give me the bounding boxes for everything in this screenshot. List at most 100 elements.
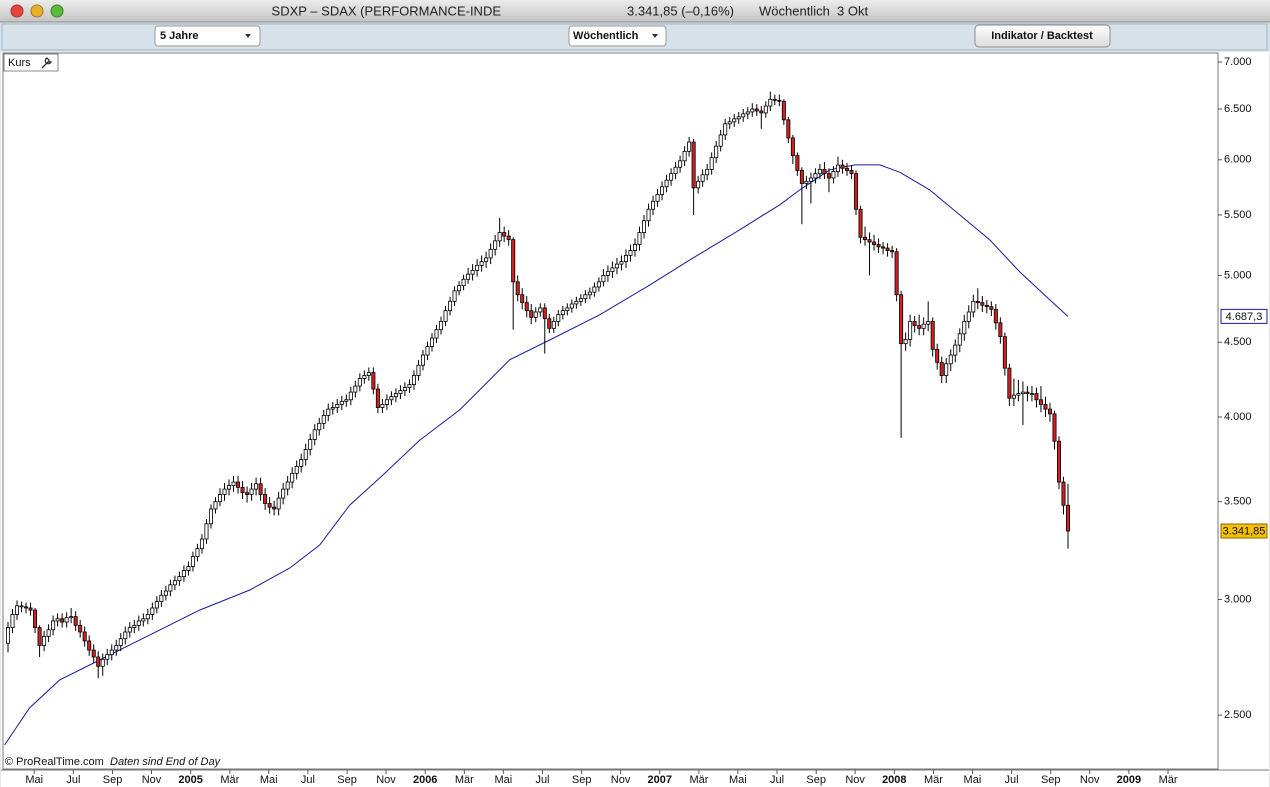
x-tick-label: Mai: [729, 774, 747, 786]
price-marker: [1220, 308, 1268, 324]
candle-body: [736, 116, 741, 120]
candle-body: [204, 523, 209, 540]
candle-body: [177, 576, 182, 582]
candle-body: [844, 167, 849, 171]
candle-body: [199, 538, 204, 550]
candle-body: [619, 261, 624, 265]
candle-body: [330, 407, 335, 410]
candle-body: [285, 481, 290, 490]
candle-body: [411, 375, 416, 385]
candle-body: [231, 481, 236, 486]
x-tick-label: Nov: [611, 774, 631, 786]
candle-body: [533, 311, 538, 318]
candle-body: [763, 105, 768, 114]
candle-body: [971, 300, 976, 313]
x-tick-label: Mär: [689, 774, 708, 786]
candle-body: [398, 390, 403, 395]
candle-body: [181, 570, 186, 578]
price-marker: [1220, 523, 1268, 539]
candle-body: [276, 497, 281, 510]
candle-body: [339, 400, 344, 405]
candle-body: [592, 286, 597, 293]
candle-body: [10, 614, 15, 628]
candle-body: [452, 290, 457, 302]
indicator-button-label: Indikator / Backtest: [991, 30, 1093, 42]
candle-body: [312, 429, 317, 440]
candle-body: [745, 111, 750, 115]
y-tick-label: 3.000: [1224, 593, 1252, 605]
interval-dropdown[interactable]: [568, 25, 667, 47]
candle-body: [628, 250, 633, 256]
candle-body: [28, 607, 33, 611]
candle-body: [258, 483, 263, 495]
candle-body: [538, 307, 543, 313]
candle-body: [687, 141, 692, 152]
candle-body: [700, 174, 705, 182]
candle-body: [213, 501, 218, 510]
close-button[interactable]: [10, 4, 24, 18]
candle-body: [560, 310, 565, 316]
candle-body: [984, 304, 989, 308]
y-tick-label: 6.500: [1224, 103, 1252, 115]
y-tick-label: 4.500: [1224, 336, 1252, 348]
candle-body: [236, 481, 241, 488]
candle-body: [939, 361, 944, 376]
candle-body: [831, 171, 836, 179]
candle-body: [290, 472, 295, 483]
zoom-button[interactable]: [50, 4, 64, 18]
candle-body: [402, 387, 407, 391]
candle-body: [326, 408, 331, 416]
candle-body: [308, 439, 313, 450]
candle-body: [272, 506, 277, 510]
candle-body: [682, 150, 687, 162]
candle-body: [890, 250, 895, 253]
candle-body: [614, 263, 619, 269]
candle-body: [416, 364, 421, 376]
candle-body: [741, 113, 746, 118]
candle-body: [885, 247, 890, 251]
candle-body: [439, 321, 444, 331]
candle-body: [245, 492, 250, 495]
candle-body: [321, 414, 326, 424]
candle-body: [1056, 440, 1061, 483]
candle-body: [208, 508, 213, 525]
wrench-icon[interactable]: [41, 57, 53, 69]
candle-body: [714, 145, 719, 159]
candle-body: [195, 548, 200, 557]
candle-body: [55, 618, 60, 622]
x-tick-label: 2009: [1117, 774, 1141, 786]
candle-body: [610, 267, 615, 273]
candle-body: [227, 485, 232, 490]
x-tick-label: Mai: [494, 774, 512, 786]
moving-average-line: [4, 164, 1069, 746]
candle-body: [596, 281, 601, 288]
candle-body: [114, 645, 119, 651]
toolbar-border: [1, 23, 1268, 51]
candle-body: [953, 344, 958, 356]
candle-body: [457, 285, 462, 292]
candle-body: [168, 584, 173, 592]
candle-body: [218, 494, 223, 503]
candle-body: [136, 620, 141, 626]
candle-body: [673, 166, 678, 175]
candle-body: [542, 307, 547, 320]
candle-body: [335, 404, 340, 408]
candle-body: [1029, 393, 1034, 396]
candle-body: [980, 302, 985, 306]
x-tick-label: Sep: [572, 774, 592, 786]
candle-body: [37, 627, 42, 646]
candle-body: [790, 137, 795, 156]
indicator-button[interactable]: [974, 24, 1111, 48]
candle-body: [163, 590, 168, 596]
range-dropdown[interactable]: [154, 25, 261, 47]
candle-body: [344, 399, 349, 402]
candle-body: [547, 318, 552, 329]
candle-body: [475, 264, 480, 271]
candle-body: [425, 346, 430, 356]
candle-body: [808, 177, 813, 182]
candle-body: [42, 636, 47, 646]
candle-body: [781, 100, 786, 121]
minimize-button[interactable]: [30, 4, 44, 18]
x-tick-label: 2008: [882, 774, 906, 786]
candle-body: [669, 173, 674, 181]
